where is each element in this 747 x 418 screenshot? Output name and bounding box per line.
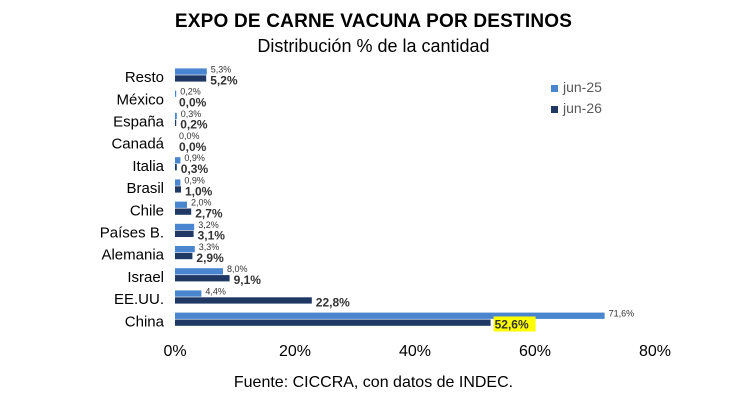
category-label-mexico: México [116, 91, 164, 108]
category-label-espana: España [113, 114, 165, 131]
category-label-israel: Israel [127, 269, 164, 286]
bar-jun-26-alemania [175, 252, 193, 260]
data-label-jun-26-mexico: 0,0% [179, 96, 207, 110]
bar-jun-25-ee-uu [175, 290, 202, 297]
legend-swatch-jun-26 [551, 106, 558, 113]
bar-jun-26-resto [175, 75, 207, 82]
bar-jun-25-china [175, 312, 605, 319]
bar-jun-26-brasil [175, 186, 181, 193]
data-label-jun-26-chile: 2,7% [195, 207, 223, 221]
data-label-jun-25-canada: 0,0% [179, 131, 200, 141]
data-label-jun-25-resto: 5,3% [211, 64, 232, 74]
data-label-jun-26-brasil: 1,0% [185, 184, 213, 198]
bar-jun-25-italia [175, 157, 181, 164]
x-tick-label: 20% [279, 343, 311, 360]
data-label-jun-25-chile: 2,0% [191, 198, 212, 208]
data-label-jun-26-resto: 5,2% [210, 73, 238, 87]
data-label-jun-26-alemania: 2,9% [196, 251, 224, 265]
category-label-canada: Canadá [111, 136, 164, 153]
bar-jun-25-israel [175, 268, 223, 275]
plot-area: Resto 5,3%5,2%México 0,2%0,0%España 0,3%0,2… [100, 64, 671, 360]
bar-jun-25-resto [175, 68, 207, 75]
data-label-jun-26-paises-b: 3,1% [198, 229, 226, 243]
bar-jun-26-chile [175, 208, 192, 215]
data-label-jun-26-canada: 0,0% [179, 140, 207, 154]
category-label-ee-uu: EE.UU. [114, 291, 164, 308]
chart-subtitle: Distribución % de la cantidad [257, 36, 490, 56]
bar-jun-25-alemania [175, 246, 195, 253]
chart-title: EXPO DE CARNE VACUNA POR DESTINOS [174, 11, 573, 32]
data-label-jun-25-ee-uu: 4,4% [205, 286, 226, 296]
data-label-jun-25-israel: 8,0% [227, 264, 248, 274]
data-label-jun-26-espana: 0,2% [180, 118, 208, 132]
x-tick-label: 40% [399, 343, 431, 360]
data-label-jun-25-brasil: 0,9% [184, 175, 205, 185]
data-label-jun-26-italia: 0,3% [181, 162, 209, 176]
category-label-china: China [125, 313, 165, 330]
category-label-chile: Chile [130, 202, 164, 219]
legend-label-jun-25: jun-25 [562, 79, 602, 95]
legend: jun-25 jun-26 [551, 79, 602, 116]
bar-jun-25-paises-b [175, 223, 195, 231]
category-label-resto: Resto [125, 69, 164, 86]
category-label-paises-b: Países B. [100, 225, 164, 242]
data-label-jun-25-italia: 0,9% [184, 153, 205, 163]
data-label-jun-26-china: 52,6% [495, 318, 529, 332]
category-label-alemania: Alemania [101, 247, 164, 264]
data-label-jun-25-paises-b: 3,2% [198, 220, 219, 230]
bar-jun-25-chile [175, 201, 187, 208]
data-label-highlight-china [493, 316, 536, 332]
bar-jun-25-espana [175, 112, 177, 120]
category-label-brasil: Brasil [126, 180, 164, 197]
data-label-jun-25-china: 71,6% [609, 309, 635, 319]
data-label-jun-25-alemania: 3,3% [199, 242, 220, 252]
bar-jun-25-brasil [175, 179, 181, 186]
bar-jun-26-paises-b [175, 230, 194, 237]
bar-jun-26-ee-uu [175, 297, 312, 304]
bar-jun-26-italia [175, 164, 177, 171]
data-label-jun-26-ee-uu: 22,8% [316, 295, 350, 309]
x-tick-label: 80% [639, 343, 671, 360]
bar-jun-26-espana [175, 119, 177, 126]
source-note: Fuente: CICCRA, con datos de INDEC. [233, 374, 514, 391]
x-tick-label: 60% [519, 343, 551, 360]
data-label-jun-25-espana: 0,3% [181, 109, 202, 119]
category-label-italia: Italia [132, 158, 164, 175]
data-label-jun-25-mexico: 0,2% [180, 87, 201, 97]
x-tick-label: 0% [163, 343, 186, 360]
bar-jun-26-china [175, 319, 491, 326]
legend-label-jun-26: jun-26 [562, 100, 602, 116]
legend-swatch-jun-25 [551, 85, 558, 92]
bar-jun-25-mexico [175, 90, 177, 97]
bar-jun-26-israel [175, 275, 230, 282]
data-label-jun-26-israel: 9,1% [234, 273, 262, 287]
